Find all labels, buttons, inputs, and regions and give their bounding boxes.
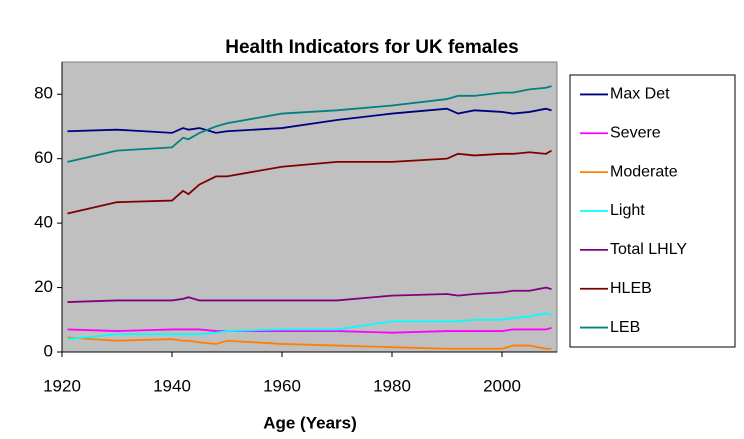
legend-label: HLEB (610, 280, 652, 297)
x-axis-title: Age (Years) (263, 413, 357, 432)
y-tick-label: 20 (34, 277, 53, 296)
series-line (67, 336, 552, 350)
series-line (67, 312, 552, 341)
y-tick-label: 80 (34, 84, 53, 103)
series-line (67, 85, 552, 163)
y-tick-label: 40 (34, 213, 53, 232)
series-line (67, 149, 552, 215)
legend-label: LEB (610, 319, 640, 336)
series-line (67, 107, 552, 134)
x-tick-label: 1980 (373, 376, 411, 395)
series-line (67, 326, 552, 334)
x-tick-label: 1940 (153, 376, 191, 395)
legend-label: Moderate (610, 163, 678, 180)
x-tick-label: 1960 (263, 376, 301, 395)
legend-label: Light (610, 202, 645, 219)
plot-area (61, 61, 558, 353)
x-tick-label: 2000 (483, 376, 521, 395)
y-tick-label: 60 (34, 148, 53, 167)
legend-label: Max Det (610, 86, 670, 103)
chart-title: Health Indicators for UK females (225, 37, 519, 58)
legend-label: Severe (610, 125, 661, 142)
x-tick-label: 1920 (43, 376, 81, 395)
y-tick-label: 0 (44, 341, 53, 360)
series-line (67, 286, 552, 303)
legend-label: Total LHLY (610, 241, 687, 258)
